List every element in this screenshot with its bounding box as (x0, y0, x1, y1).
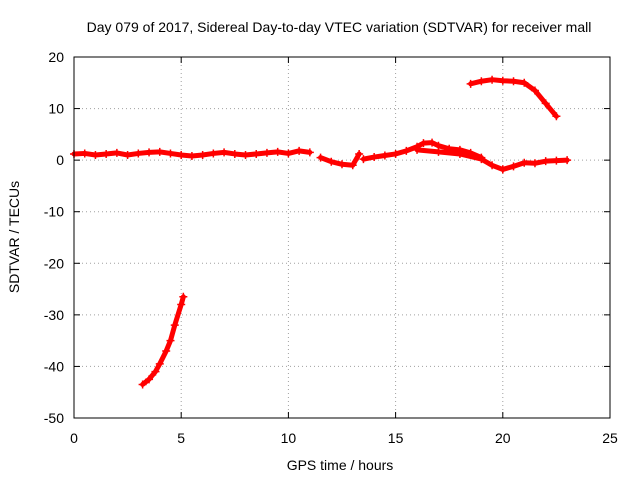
data-point (380, 151, 389, 160)
data-point (198, 150, 207, 159)
data-point (102, 149, 111, 158)
x-tick-label: 10 (281, 430, 297, 446)
x-tick-label: 15 (388, 430, 404, 446)
data-point (187, 152, 196, 161)
axis-ticks: 0 5 10 15 20 25 -50 -40 -30 -20 -10 0 10 20 (44, 49, 618, 446)
y-tick-label: -10 (44, 204, 64, 220)
data-point (80, 149, 89, 158)
data-point (327, 157, 336, 166)
data-point (179, 292, 188, 301)
data-point (434, 147, 443, 156)
data-point (488, 161, 497, 170)
data-point (370, 153, 379, 162)
data-point (359, 155, 368, 164)
data-point (477, 77, 486, 86)
data-point (162, 346, 171, 355)
x-tick-label: 5 (177, 430, 185, 446)
data-point (145, 375, 154, 384)
data-point (498, 165, 507, 174)
data-point (520, 158, 529, 167)
y-tick-label: -20 (44, 255, 64, 271)
data-point (402, 146, 411, 155)
data-point (262, 148, 271, 157)
chart-title: Day 079 of 2017, Sidereal Day-to-day VTE… (87, 19, 592, 35)
data-point (155, 147, 164, 156)
data-point (166, 336, 175, 345)
plot-frame (73, 56, 611, 419)
grid-lines (74, 57, 610, 418)
data-point (91, 150, 100, 159)
series-line (140, 294, 186, 387)
data-point (552, 112, 561, 121)
data-point (530, 159, 539, 168)
data-point (151, 367, 160, 376)
data-point (413, 145, 422, 154)
data-point (230, 149, 239, 158)
data-point (466, 79, 475, 88)
data-point (391, 149, 400, 158)
data-point (563, 156, 572, 165)
data-point (477, 155, 486, 164)
data-point (520, 78, 529, 87)
data-point (252, 149, 261, 158)
y-tick-label: 20 (48, 49, 64, 65)
y-axis-label: SDTVAR / TECUs (6, 181, 22, 293)
data-point (530, 86, 539, 95)
data-point (112, 148, 121, 157)
data-point (348, 161, 357, 170)
data-point (498, 76, 507, 85)
y-tick-label: -50 (44, 410, 64, 426)
y-tick-label: -40 (44, 358, 64, 374)
data-point (220, 148, 229, 157)
data-point (145, 148, 154, 157)
y-tick-label: 0 (56, 152, 64, 168)
data-point (355, 149, 364, 158)
data-point (509, 162, 518, 171)
data-point (123, 150, 132, 159)
data-point (541, 99, 550, 108)
y-tick-label: 10 (48, 101, 64, 117)
x-axis-label: GPS time / hours (287, 457, 394, 473)
data-point (273, 147, 282, 156)
data-point (155, 359, 164, 368)
x-tick-label: 20 (495, 430, 511, 446)
data-point (177, 150, 186, 159)
data-point (509, 77, 518, 86)
data-point (428, 138, 437, 147)
data-point (177, 300, 186, 309)
y-tick-label: -30 (44, 307, 64, 323)
data-point (170, 321, 179, 330)
x-tick-label: 0 (70, 430, 78, 446)
data-point (541, 157, 550, 166)
data-point (209, 149, 218, 158)
data-point (552, 156, 561, 165)
data-point (138, 380, 147, 389)
data-point (455, 149, 464, 158)
data-point (419, 139, 428, 148)
data-point (241, 150, 250, 159)
x-tick-label: 25 (602, 430, 618, 446)
data-point (338, 160, 346, 169)
data-point (284, 149, 293, 158)
data-point (488, 75, 497, 84)
data-point (305, 148, 314, 157)
data-point (134, 149, 143, 158)
data-point (166, 149, 175, 158)
data-point (316, 153, 325, 162)
data-point (295, 146, 304, 155)
data-series (70, 75, 572, 389)
